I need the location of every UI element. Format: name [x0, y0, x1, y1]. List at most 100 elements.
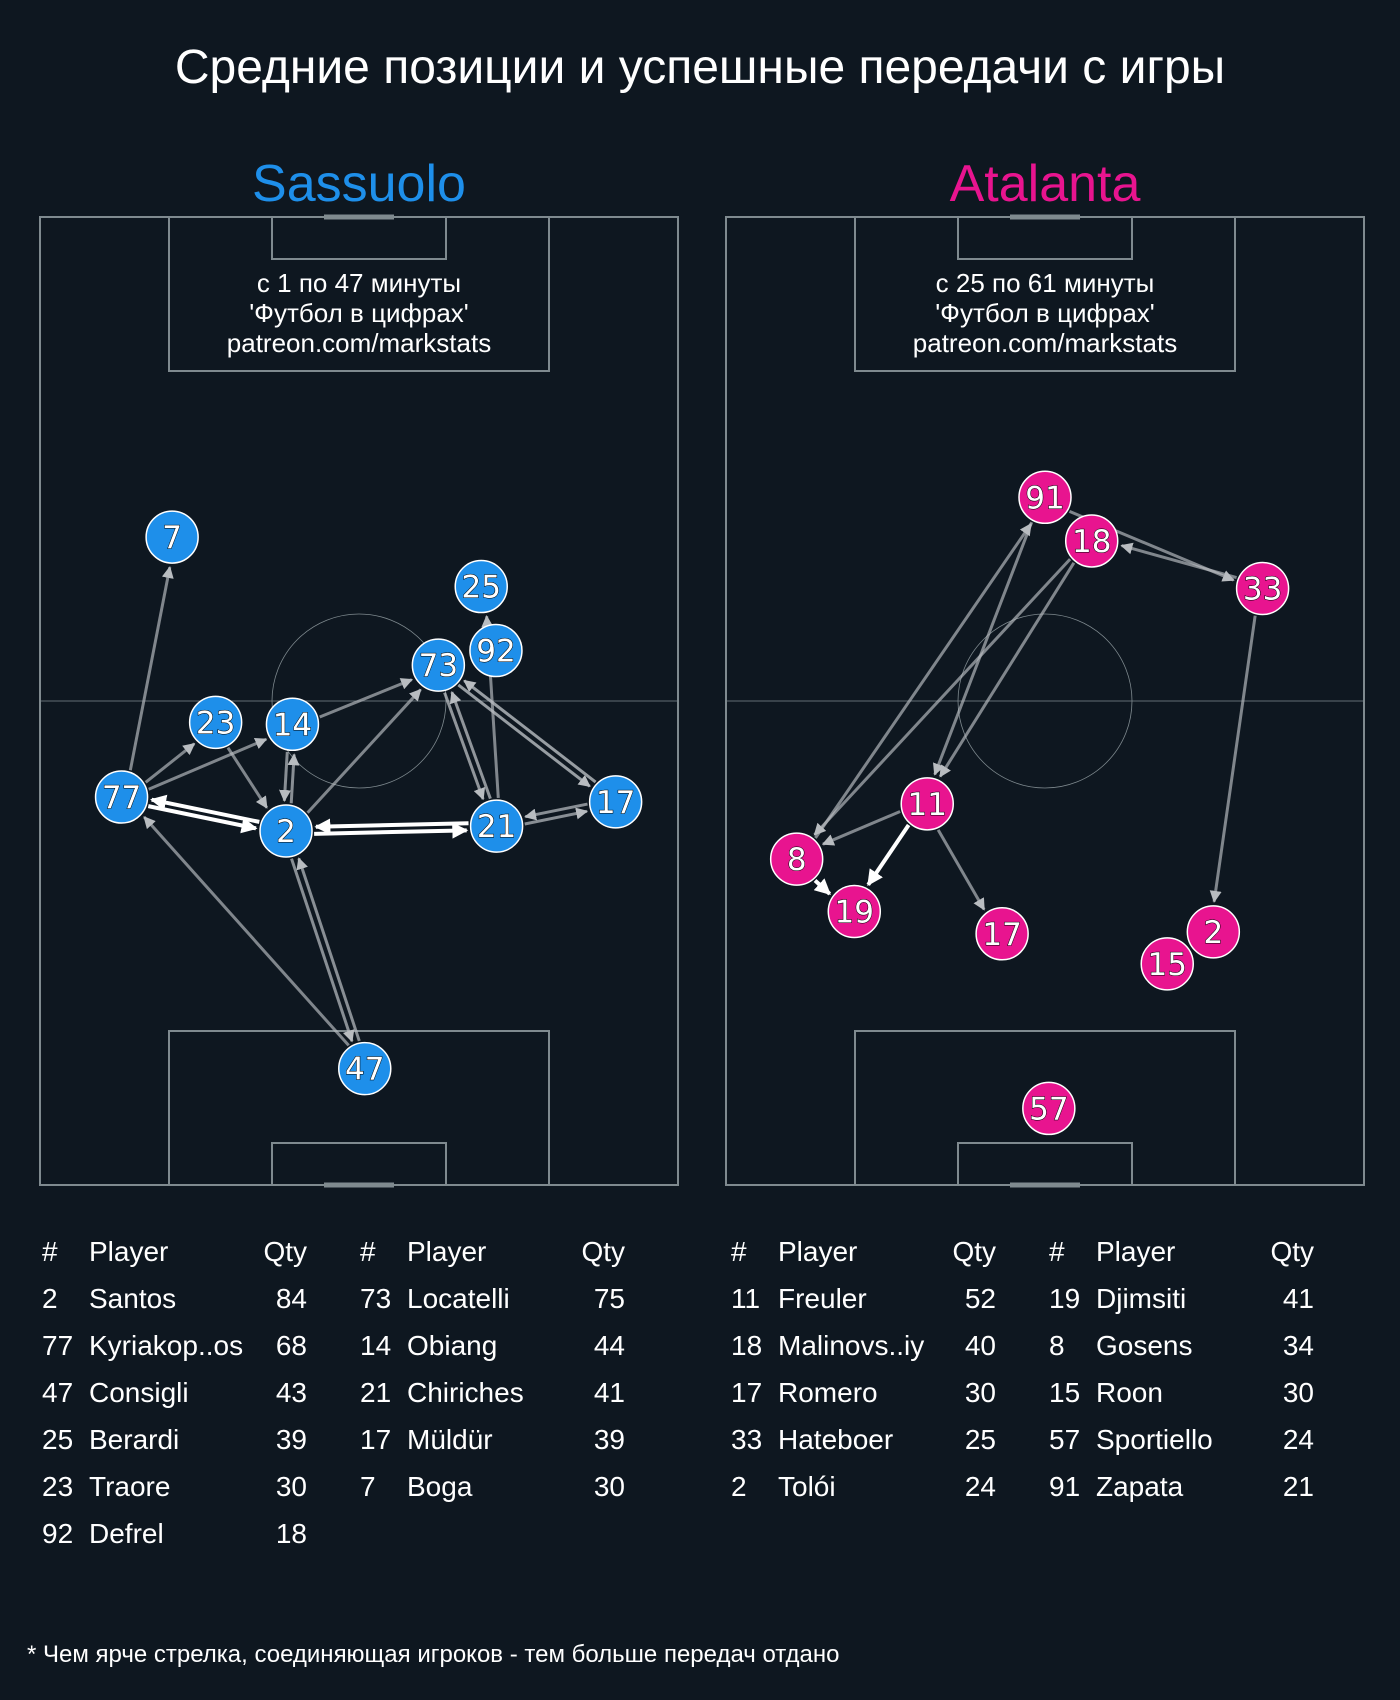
player-marker: [1140, 937, 1194, 991]
player-node-18: 18: [1064, 514, 1119, 568]
pass-arrow-73-17: [457, 683, 591, 788]
cell-qty: 34: [1282, 1330, 1314, 1361]
player-marker: [975, 907, 1029, 961]
player-number: 8: [787, 842, 807, 878]
pass-arrow-21-2: [314, 818, 469, 835]
cell-num: 19: [1049, 1283, 1081, 1314]
pass-arrow-18-8: [813, 558, 1072, 836]
pitch-lines: [725, 214, 1365, 1188]
header-qty: Qty: [581, 1236, 625, 1267]
cell-name: Freuler: [778, 1283, 867, 1314]
cell-name: Hateboer: [778, 1424, 894, 1455]
cell-name: Santos: [89, 1283, 177, 1314]
centre-circle: [957, 613, 1133, 789]
header-qty: Qty: [263, 1236, 307, 1267]
player-node-21: 21: [469, 799, 524, 853]
player-node-77: 77: [94, 770, 149, 824]
cell-name: Gosens: [1096, 1330, 1193, 1361]
pass-arrow-14-73: [319, 678, 413, 719]
pass-arrow-23-2: [226, 746, 269, 809]
cell-qty: 52: [964, 1283, 996, 1314]
pass-arrow-33-18: [1120, 542, 1237, 580]
player-node-92: 92: [469, 623, 523, 678]
table-row: 7 Boga 30: [360, 1471, 640, 1518]
table-header-row: # Player Qty: [42, 1236, 322, 1283]
cell-qty: 30: [1282, 1377, 1314, 1408]
player-marker: [1018, 470, 1072, 525]
pass-arrow-8-19: [813, 878, 832, 896]
cell-name: Kyriakop..os: [89, 1330, 244, 1361]
player-marker: [469, 799, 524, 853]
cell-num: 18: [731, 1330, 763, 1361]
player-node-57: 57: [1022, 1081, 1076, 1136]
cell-name: Djimsiti: [1096, 1283, 1187, 1314]
pass-arrow-2-21: [314, 822, 469, 839]
header-qty: Qty: [1270, 1236, 1314, 1267]
table-row: 47 Consigli 43: [42, 1377, 322, 1424]
cell-qty: 68: [275, 1330, 307, 1361]
header-num: #: [731, 1236, 747, 1267]
cell-name: Obiang: [407, 1330, 498, 1361]
passes: [128, 566, 597, 1047]
passes: [813, 509, 1257, 911]
cell-num: 14: [360, 1330, 392, 1361]
cell-num: 77: [42, 1330, 74, 1361]
sassuolo-table-left: # Player Qty 2 Santos 84 77 Kyriakop..os 68 47 Con…: [42, 1236, 322, 1565]
cell-qty: 30: [593, 1471, 625, 1502]
pass-arrow-8-91: [814, 523, 1033, 839]
cell-qty: 24: [1282, 1424, 1314, 1455]
header-num: #: [1049, 1236, 1065, 1267]
team-title-atalanta: Atalanta: [949, 155, 1141, 213]
cell-name: Zapata: [1096, 1471, 1184, 1502]
cell-qty: 41: [593, 1377, 625, 1408]
cell-num: 91: [1049, 1471, 1081, 1502]
atalanta-table-right: # Player Qty 19 Djimsiti 41 8 Gosens 34 15 Roon 30 5…: [1049, 1236, 1329, 1518]
cell-name: Locatelli: [407, 1283, 510, 1314]
cell-name: Boga: [407, 1471, 473, 1502]
cell-num: 21: [360, 1377, 392, 1408]
cell-name: Traore: [89, 1471, 171, 1502]
cell-name: Müldür: [407, 1424, 493, 1455]
cell-num: 25: [42, 1424, 74, 1455]
table-header-row: # Player Qty: [731, 1236, 1011, 1283]
cell-qty: 84: [275, 1283, 307, 1314]
cell-num: 23: [42, 1471, 74, 1502]
player-number: 2: [276, 814, 296, 850]
table-row: 33 Hateboer 25: [731, 1424, 1011, 1471]
pass-arrow-77-23: [144, 742, 196, 784]
sassuolo-table-right: # Player Qty 73 Locatelli 75 14 Obiang 44 21 Chiri…: [360, 1236, 640, 1518]
cell-num: 92: [42, 1518, 74, 1549]
player-marker: [469, 623, 523, 678]
player-node-47: 47: [338, 1041, 392, 1096]
cell-num: 17: [360, 1424, 392, 1455]
table-row: 2 Santos 84: [42, 1283, 322, 1330]
cell-qty: 39: [593, 1424, 625, 1455]
cell-name: Sportiello: [1096, 1424, 1213, 1455]
pass-arrow-2-14: [287, 753, 300, 804]
player-number: 15: [1148, 947, 1187, 983]
player-number: 23: [196, 705, 235, 741]
player-node-73: 73: [411, 638, 466, 692]
pitch-lines: [39, 214, 679, 1188]
player-number: 7: [162, 520, 182, 556]
table-row: 73 Locatelli 75: [360, 1283, 640, 1330]
pass-arrow-2-73: [306, 688, 422, 814]
pass-arrow-17-73: [463, 679, 597, 784]
player-node-15: 15: [1140, 937, 1194, 991]
pass-arrow-21-17: [524, 807, 589, 826]
cell-num: 17: [731, 1377, 763, 1408]
cell-name: Tolói: [778, 1471, 836, 1502]
cell-qty: 25: [964, 1424, 996, 1455]
pitch-sassuolo: с 1 по 47 минуты'Футбол в цифрах'patreon…: [39, 214, 679, 1188]
player-node-33: 33: [1235, 561, 1290, 616]
cell-num: 7: [360, 1471, 376, 1502]
player-marker: [827, 884, 882, 939]
pass-arrow-77-7: [128, 566, 174, 771]
header-qty: Qty: [952, 1236, 996, 1267]
top-goal-box: [271, 216, 447, 260]
player-node-23: 23: [188, 695, 243, 750]
player-node-19: 19: [827, 884, 882, 939]
atalanta-table-left: # Player Qty 11 Freuler 52 18 Malinovs..iy 40 17 R…: [731, 1236, 1011, 1518]
table-row: 8 Gosens 34: [1049, 1330, 1329, 1377]
header-num: #: [42, 1236, 58, 1267]
